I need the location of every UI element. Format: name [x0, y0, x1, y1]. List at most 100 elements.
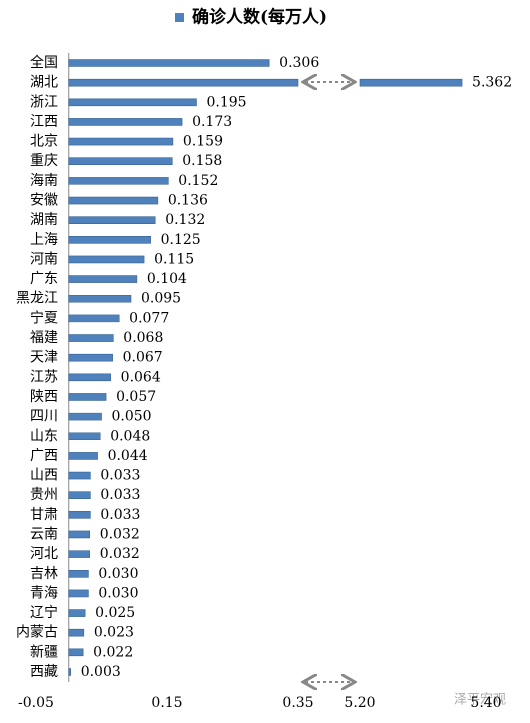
y-tick-label: 上海 — [30, 232, 58, 248]
y-tick-label: 重庆 — [30, 153, 58, 169]
y-tick-label: 甘肃 — [30, 507, 58, 523]
bar — [68, 432, 101, 441]
bar — [68, 648, 84, 657]
x-tick-label: 5.20 — [344, 695, 375, 711]
data-label: 0.044 — [108, 448, 148, 464]
bar — [68, 569, 89, 578]
data-label: 0.125 — [161, 232, 201, 248]
y-tick-label: 海南 — [30, 173, 58, 189]
y-tick-label: 山西 — [30, 468, 58, 484]
data-label: 0.173 — [192, 114, 232, 130]
x-tick-label: 0.15 — [151, 695, 182, 711]
y-tick-label: 吉林 — [30, 566, 58, 582]
bar — [68, 294, 132, 303]
data-label: 0.306 — [279, 55, 319, 71]
data-label: 0.132 — [165, 212, 205, 228]
data-label: 0.104 — [147, 271, 187, 287]
y-tick-label: 山东 — [30, 428, 58, 444]
y-tick-label: 河南 — [30, 251, 58, 267]
y-tick-label: 天津 — [30, 350, 58, 366]
data-label: 0.077 — [129, 310, 169, 326]
y-tick-label: 新疆 — [30, 644, 58, 660]
data-label: 0.152 — [178, 173, 218, 189]
data-label: 0.057 — [116, 389, 156, 405]
bar — [68, 393, 107, 401]
bar — [68, 373, 111, 382]
bar — [68, 118, 183, 126]
data-label: 0.025 — [95, 605, 135, 621]
data-label: 0.115 — [154, 251, 194, 267]
data-label: 0.030 — [98, 585, 138, 601]
x-tick-label: 5.40 — [470, 695, 501, 711]
data-label: 0.159 — [183, 134, 223, 150]
data-label: 0.032 — [100, 526, 140, 542]
y-tick-label: 青海 — [30, 585, 58, 601]
bar — [68, 628, 85, 637]
data-label: 0.003 — [81, 664, 121, 680]
bar — [68, 589, 89, 598]
bar — [68, 609, 86, 617]
x-tick-label: 0.35 — [282, 695, 313, 711]
watermark: 泽平宏观 — [454, 693, 506, 708]
y-tick-label: 陕西 — [30, 389, 58, 405]
y-tick-label: 四川 — [30, 409, 58, 425]
bar — [68, 196, 159, 205]
bar — [68, 334, 114, 342]
y-tick-label: 辽宁 — [30, 604, 58, 621]
data-label: 0.023 — [94, 625, 134, 641]
data-label: 0.032 — [100, 546, 140, 562]
bar — [68, 255, 145, 264]
y-tick-label: 湖北 — [30, 75, 58, 91]
data-label: 0.195 — [206, 94, 246, 110]
y-tick-label: 贵州 — [30, 487, 58, 503]
bar — [68, 530, 91, 539]
bar — [68, 452, 98, 460]
data-label: 0.136 — [168, 193, 208, 209]
bar — [68, 668, 72, 676]
data-label: 0.158 — [182, 153, 222, 169]
bar — [68, 137, 174, 146]
y-tick-label: 江西 — [30, 114, 58, 130]
bar — [68, 78, 463, 87]
bar — [68, 471, 91, 480]
y-tick-label: 西藏 — [30, 664, 58, 680]
y-tick-label: 宁夏 — [30, 309, 58, 326]
y-tick-label: 全国 — [30, 54, 58, 71]
data-label: 0.048 — [110, 428, 150, 444]
y-tick-label: 福建 — [30, 330, 58, 346]
bar — [68, 314, 120, 323]
y-tick-label: 云南 — [30, 526, 58, 542]
bar — [68, 353, 113, 362]
y-tick-label: 北京 — [30, 134, 58, 150]
data-label: 0.050 — [112, 409, 152, 425]
y-tick-label: 江苏 — [30, 369, 58, 385]
y-tick-label: 湖南 — [30, 212, 58, 228]
bar — [68, 550, 91, 558]
x-tick-label: -0.05 — [18, 695, 54, 711]
y-tick-label: 黑龙江 — [16, 291, 58, 307]
bar — [68, 275, 138, 283]
y-tick-label: 内蒙古 — [16, 625, 58, 641]
legend-swatch — [175, 13, 184, 22]
data-label: 0.068 — [123, 330, 163, 346]
data-label: 0.033 — [100, 487, 140, 503]
y-tick-label: 安徽 — [30, 193, 58, 209]
data-label: 0.067 — [123, 350, 163, 366]
data-label: 0.095 — [141, 291, 181, 307]
data-label: 0.033 — [100, 507, 140, 523]
data-label: 0.022 — [93, 644, 133, 660]
bar — [68, 511, 91, 519]
bar — [68, 98, 197, 107]
bar — [68, 216, 156, 224]
data-label: 0.030 — [98, 566, 138, 582]
data-label: 0.064 — [121, 369, 161, 385]
legend-label: 确诊人数(每万人) — [192, 7, 327, 28]
bar — [68, 59, 270, 67]
data-label: 5.362 — [472, 75, 512, 91]
y-tick-label: 广东 — [30, 271, 58, 287]
y-tick-label: 浙江 — [30, 94, 58, 110]
y-tick-label: 河北 — [30, 546, 58, 562]
bar — [68, 412, 102, 421]
bar — [68, 491, 91, 499]
